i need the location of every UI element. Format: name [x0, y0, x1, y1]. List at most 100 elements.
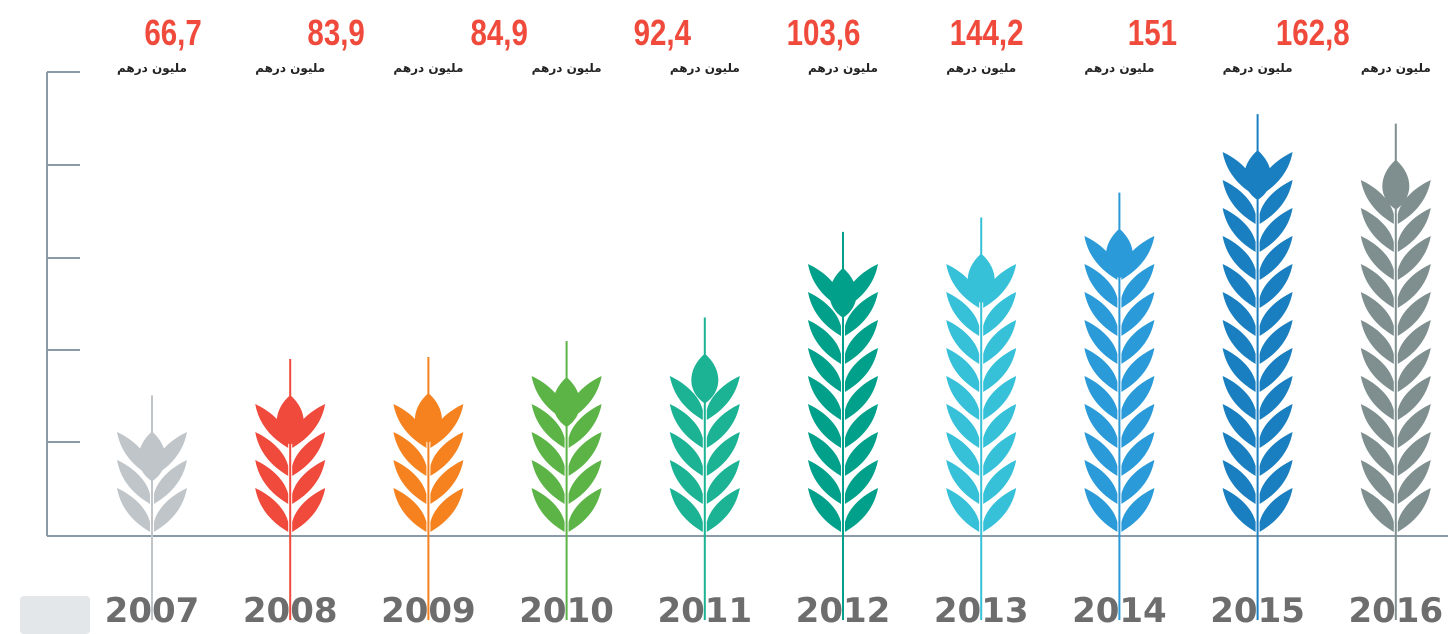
unit-label: مليون درهم — [946, 61, 1016, 76]
leaf — [531, 376, 565, 420]
leaf — [1360, 320, 1394, 364]
leaf — [983, 348, 1017, 392]
leaf — [1397, 488, 1431, 532]
leaf — [1397, 460, 1431, 504]
value-label: 84,9 — [470, 12, 527, 52]
leaf — [845, 404, 878, 448]
leaf — [1397, 376, 1431, 420]
leaf — [1360, 460, 1394, 504]
leaf — [983, 432, 1017, 476]
leaf — [1259, 460, 1293, 504]
leaf — [1121, 348, 1155, 392]
leaf — [531, 404, 565, 448]
leaf — [845, 348, 878, 392]
leaf — [1084, 376, 1118, 420]
wheat-stalk — [393, 356, 464, 620]
leaf — [1084, 432, 1118, 476]
leaf — [808, 376, 841, 420]
leaf — [706, 376, 740, 420]
leaf — [669, 488, 703, 532]
leaf — [1084, 404, 1118, 448]
leaf — [531, 432, 565, 476]
wheat-stalk — [255, 359, 326, 620]
axis — [46, 71, 1448, 537]
leaf — [1222, 264, 1256, 308]
leaf — [117, 460, 150, 504]
leaf — [1121, 488, 1155, 532]
leaf — [1259, 264, 1293, 308]
leaf — [1397, 208, 1431, 252]
leaf — [1084, 236, 1118, 280]
leaf — [1222, 460, 1256, 504]
unit-label: مليون درهم — [255, 61, 325, 76]
leaf — [393, 488, 427, 532]
leaf — [983, 264, 1017, 308]
leaf — [1397, 180, 1431, 224]
leaf — [154, 432, 187, 476]
leaf — [845, 460, 878, 504]
leaf — [292, 432, 326, 476]
leaf — [1222, 376, 1256, 420]
leaf — [531, 460, 565, 504]
leaf — [808, 460, 841, 504]
leaf — [1397, 264, 1431, 308]
unit-label: مليون درهم — [532, 61, 602, 76]
leaf — [845, 432, 878, 476]
leaf — [983, 404, 1017, 448]
value-label: 103,6 — [787, 12, 861, 52]
leaf — [946, 432, 980, 476]
leaf — [1360, 180, 1394, 224]
leaf — [1360, 236, 1394, 280]
leaf — [393, 432, 427, 476]
leaf — [983, 292, 1017, 336]
leaf — [568, 376, 602, 420]
unit-label: مليون درهم — [117, 61, 187, 76]
leaf — [1121, 376, 1155, 420]
leaf — [292, 404, 326, 448]
leaf — [1084, 348, 1118, 392]
leaf — [1222, 208, 1256, 252]
leaf — [1360, 488, 1394, 532]
leaf — [1222, 236, 1256, 280]
leaf — [1259, 348, 1293, 392]
leaf — [1222, 488, 1256, 532]
leaf — [808, 432, 841, 476]
leaf — [946, 320, 980, 364]
leaf — [1360, 348, 1394, 392]
leaf — [946, 264, 980, 308]
leaf — [154, 488, 187, 532]
doc-icon — [20, 596, 90, 634]
leaf — [946, 404, 980, 448]
leaf — [808, 264, 841, 308]
wheat-stalk — [669, 317, 740, 620]
leaf — [1222, 404, 1256, 448]
leaf — [255, 404, 289, 448]
leaf — [393, 460, 427, 504]
value-label: 66,7 — [144, 12, 201, 52]
leaf — [1397, 348, 1431, 392]
leaf — [1259, 320, 1293, 364]
leaf — [808, 292, 841, 336]
leaf — [1121, 292, 1155, 336]
leaf — [946, 488, 980, 532]
leaf — [1222, 432, 1256, 476]
leaf — [706, 488, 740, 532]
grain — [691, 353, 719, 404]
leaf — [255, 432, 289, 476]
leaf — [154, 460, 187, 504]
leaf — [1084, 460, 1118, 504]
leaf — [1121, 236, 1155, 280]
leaf — [1084, 292, 1118, 336]
wheat-stalk — [1222, 114, 1293, 620]
leaf — [946, 348, 980, 392]
leaf — [946, 460, 980, 504]
leaf — [1259, 292, 1293, 336]
leaf — [1397, 404, 1431, 448]
value-label: 151 — [1128, 12, 1177, 52]
leaf — [568, 460, 602, 504]
leaf — [1397, 292, 1431, 336]
leaf — [1259, 404, 1293, 448]
leaf — [1222, 180, 1256, 224]
leaf — [808, 488, 841, 532]
